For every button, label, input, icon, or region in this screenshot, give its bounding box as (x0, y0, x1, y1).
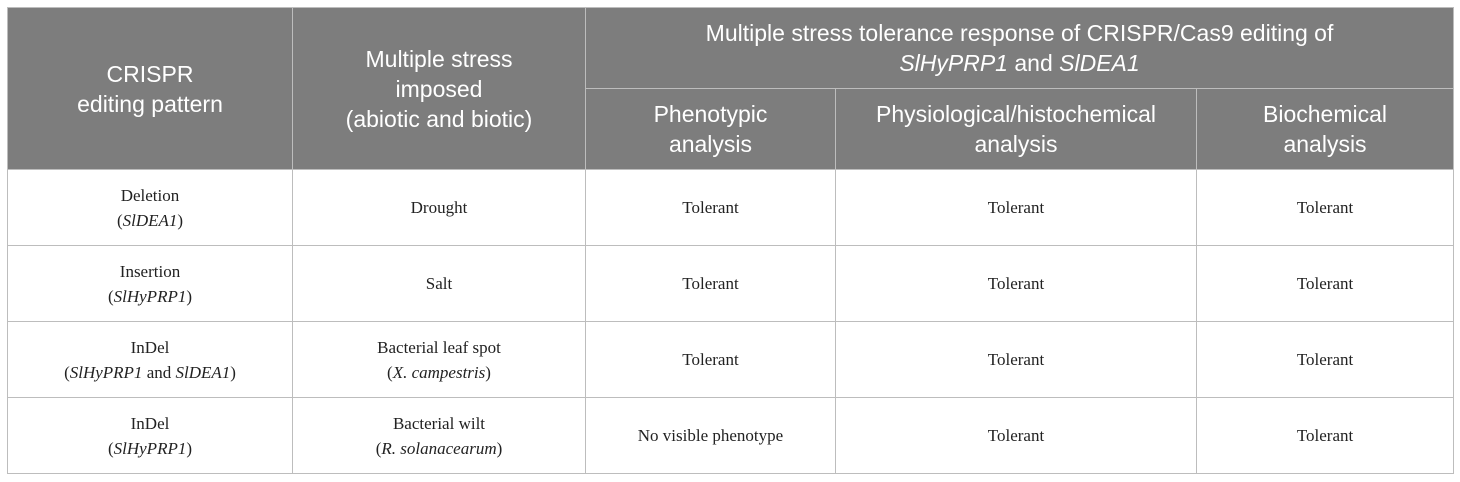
header-sub1-line2: analysis (668, 131, 753, 157)
table-row: Deletion (SlDEA1) Drought Tolerant Toler… (7, 169, 1455, 246)
gene-name: SlHyPRP1 (69, 362, 143, 382)
cell-physiological: Tolerant (835, 321, 1197, 398)
header-editing-pattern: CRISPR editing pattern (7, 7, 293, 170)
gene-name: SlHyPRP1 (113, 438, 187, 458)
cell-biochemical: Tolerant (1195, 321, 1455, 398)
stress-label: Bacterial wilt (392, 413, 486, 433)
pathogen-name: R. solanacearum (381, 438, 497, 458)
table-row: InDel (SlHyPRP1) Bacterial wilt (R. sola… (7, 397, 1455, 474)
header-and: and (1007, 50, 1060, 76)
pathogen-name: X. campestris (392, 362, 486, 382)
cell-editing-pattern: Deletion (SlDEA1) (7, 169, 293, 246)
cell-physiological: Tolerant (835, 397, 1197, 474)
gene-joiner: and (142, 362, 176, 382)
stress-label: Drought (410, 198, 468, 217)
cell-stress: Drought (292, 169, 586, 246)
cell-biochemical: Tolerant (1195, 169, 1455, 246)
paren-close: ) (186, 438, 193, 458)
cell-phenotypic: No visible phenotype (585, 397, 836, 474)
header-sub1-line1: Phenotypic (653, 101, 768, 127)
gene-name: SlDEA1 (122, 210, 178, 230)
paren-open: ( (107, 286, 114, 306)
header-sub2-line1: Physiological/histochemical (876, 101, 1156, 127)
header-col1-line2: editing pattern (77, 90, 223, 117)
paren-open: ( (375, 438, 382, 458)
pattern-label: Insertion (119, 261, 181, 281)
header-col2-line3: (abiotic and biotic) (345, 105, 533, 132)
cell-editing-pattern: InDel (SlHyPRP1 and SlDEA1) (7, 321, 293, 398)
paren-open: ( (387, 362, 393, 382)
pattern-genes: (SlHyPRP1) (12, 436, 288, 461)
pattern-label: InDel (130, 413, 170, 433)
paren-open: ( (116, 210, 123, 230)
header-col2-line2: imposed (395, 75, 483, 102)
header-gene2: SlDEA1 (1059, 50, 1140, 76)
pattern-genes: (SlHyPRP1) (12, 284, 288, 309)
cell-stress: Bacterial leaf spot (X. campestris) (292, 321, 586, 398)
cell-editing-pattern: Insertion (SlHyPRP1) (7, 245, 293, 322)
stress-pathogen: (R. solanacearum) (297, 436, 581, 461)
paren-close: ) (230, 362, 236, 382)
gene-name: SlHyPRP1 (113, 286, 187, 306)
cell-phenotypic: Tolerant (585, 169, 836, 246)
header-col1-line1: CRISPR (106, 60, 194, 87)
header-phenotypic: Phenotypic analysis (585, 88, 836, 170)
table-row: InDel (SlHyPRP1 and SlDEA1) Bacterial le… (7, 321, 1455, 398)
pattern-label: InDel (130, 337, 170, 357)
cell-phenotypic: Tolerant (585, 321, 836, 398)
paren-close: ) (177, 210, 184, 230)
header-col2-line1: Multiple stress (365, 45, 513, 72)
cell-physiological: Tolerant (835, 245, 1197, 322)
paren-open: ( (107, 438, 114, 458)
header-biochemical: Biochemical analysis (1195, 88, 1455, 170)
paren-close: ) (485, 362, 491, 382)
cell-biochemical: Tolerant (1195, 397, 1455, 474)
pattern-genes: (SlDEA1) (12, 208, 288, 233)
header-physiological: Physiological/histochemical analysis (835, 88, 1197, 170)
table-row: Insertion (SlHyPRP1) Salt Tolerant Toler… (7, 245, 1455, 322)
cell-stress: Bacterial wilt (R. solanacearum) (292, 397, 586, 474)
cell-biochemical: Tolerant (1195, 245, 1455, 322)
cell-phenotypic: Tolerant (585, 245, 836, 322)
cell-stress: Salt (292, 245, 586, 322)
pattern-genes: (SlHyPRP1 and SlDEA1) (12, 360, 288, 385)
header-sub3-line2: analysis (1283, 131, 1367, 157)
stress-label: Salt (425, 274, 453, 293)
header-sub3-line1: Biochemical (1263, 101, 1388, 127)
stress-label: Bacterial leaf spot (377, 337, 501, 357)
cell-physiological: Tolerant (835, 169, 1197, 246)
stress-tolerance-table: CRISPR editing pattern Multiple stress i… (7, 7, 1455, 474)
paren-close: ) (496, 438, 503, 458)
paren-open: ( (64, 362, 70, 382)
header-tolerance-response: Multiple stress tolerance response of CR… (584, 7, 1455, 89)
cell-editing-pattern: InDel (SlHyPRP1) (7, 397, 293, 474)
stress-pathogen: (X. campestris) (297, 360, 581, 385)
pattern-label: Deletion (120, 185, 180, 205)
header-sub2-line2: analysis (974, 131, 1058, 157)
gene-name: SlDEA1 (175, 362, 231, 382)
header-stress-imposed: Multiple stress imposed (abiotic and bio… (292, 7, 586, 170)
header-gene1: SlHyPRP1 (899, 50, 1008, 76)
paren-close: ) (186, 286, 193, 306)
header-group-line1: Multiple stress tolerance response of CR… (705, 20, 1334, 46)
header-group-line2: SlHyPRP1 and SlDEA1 (590, 48, 1449, 78)
